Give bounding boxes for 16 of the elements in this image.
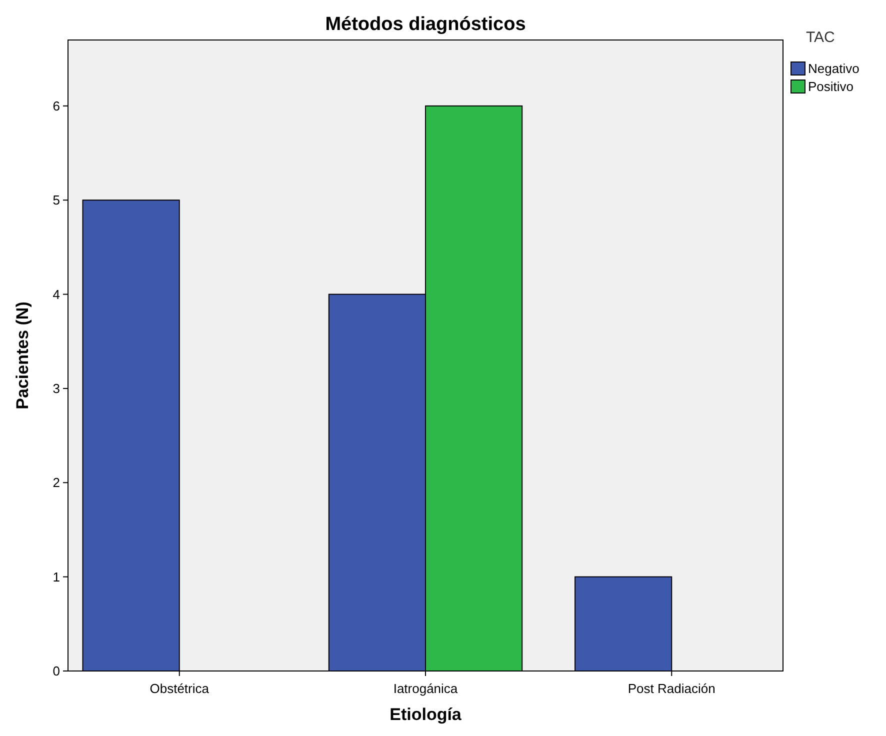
x-axis-title: Etiología	[390, 705, 462, 724]
x-tick-label: Iatrogánica	[393, 681, 458, 696]
y-tick-label: 2	[52, 475, 60, 490]
y-tick-label: 6	[52, 98, 60, 114]
y-tick-label: 5	[52, 192, 60, 208]
x-tick-label: Post Radiación	[628, 681, 716, 696]
legend-title: TAC	[806, 29, 836, 46]
y-tick-label: 1	[52, 569, 60, 584]
legend-label: Positivo	[808, 79, 854, 94]
y-tick-label: 4	[52, 286, 60, 302]
y-tick-label: 3	[52, 381, 60, 396]
y-axis-title: Pacientes (N)	[13, 302, 32, 410]
chart-title: Métodos diagnósticos	[325, 14, 526, 35]
legend-label: Negativo	[808, 61, 860, 76]
y-tick-label: 0	[52, 664, 60, 679]
x-tick-label: Obstétrica	[150, 681, 210, 696]
